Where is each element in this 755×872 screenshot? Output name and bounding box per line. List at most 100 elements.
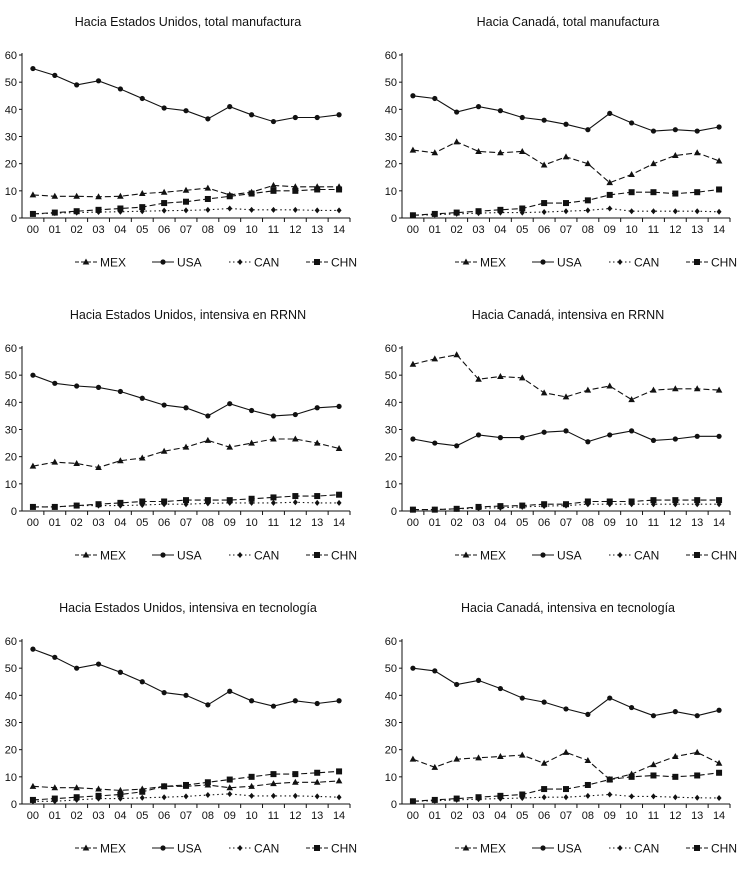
chart-panel-4: Hacia Canadá, intensiva en RRNN010203040… (385, 308, 737, 563)
data-point-chn (270, 494, 277, 501)
legend-item-chn: CHN (686, 549, 737, 563)
data-point-chn (248, 190, 255, 197)
x-tick-label: 12 (669, 224, 681, 236)
y-tick-label: 20 (385, 745, 397, 757)
data-point-usa (52, 72, 58, 78)
x-tick-label: 12 (289, 224, 301, 236)
y-tick-label: 10 (5, 479, 17, 491)
data-point-mex (672, 152, 679, 159)
data-point-usa (563, 706, 569, 712)
x-tick-label: 10 (625, 224, 637, 236)
legend-label: USA (557, 256, 582, 270)
data-point-chn (694, 497, 701, 504)
y-tick-label: 0 (391, 799, 397, 811)
data-point-usa (519, 435, 525, 441)
data-point-usa (519, 695, 525, 701)
data-point-chn (183, 198, 189, 205)
data-point-chn (563, 786, 569, 793)
data-point-chn (519, 502, 526, 509)
y-tick-label: 0 (391, 506, 397, 518)
data-point-mex (182, 186, 190, 193)
legend-label: USA (177, 256, 202, 270)
legend-marker (462, 551, 470, 558)
data-point-chn (475, 208, 482, 215)
legend-item-can: CAN (229, 549, 279, 563)
x-tick-label: 00 (407, 810, 419, 822)
series-line-mex (412, 354, 720, 401)
data-point-mex (672, 385, 679, 392)
data-point-usa (314, 114, 320, 121)
data-point-mex (138, 190, 146, 197)
data-point-can (183, 207, 189, 214)
legend: MEX USA CAN CHN (75, 549, 357, 563)
data-point-chn (694, 772, 701, 779)
chart-title: Hacia Estados Unidos, total manufactura (75, 15, 302, 29)
legend-label: CAN (254, 256, 279, 270)
data-point-chn (226, 193, 233, 200)
data-point-mex (73, 459, 80, 466)
data-point-chn (650, 189, 657, 196)
series-usa (410, 93, 722, 134)
chart-panel-6: Hacia Canadá, intensiva en tecnología010… (385, 601, 737, 856)
data-point-mex (562, 748, 570, 755)
x-tick-label: 14 (713, 517, 725, 529)
legend: MEX USA CAN CHN (455, 842, 737, 856)
data-point-usa (292, 698, 298, 704)
data-point-usa (716, 433, 722, 439)
x-tick-label: 06 (538, 810, 550, 822)
data-point-chn (51, 209, 58, 216)
series-chn (409, 497, 723, 513)
data-point-mex (431, 763, 439, 770)
x-tick-label: 10 (245, 517, 257, 529)
legend-marker (540, 552, 546, 558)
legend-item-can: CAN (609, 842, 659, 856)
legend-item-usa: USA (152, 842, 202, 856)
data-point-chn (431, 210, 438, 217)
legend-marker (314, 259, 320, 265)
chart-title: Hacia Estados Unidos, intensiva en RRNN (70, 308, 306, 322)
data-point-usa (161, 690, 167, 696)
data-point-mex (51, 192, 59, 199)
data-point-mex (650, 160, 657, 167)
x-tick-label: 02 (451, 517, 463, 529)
y-tick-label: 0 (391, 213, 397, 225)
data-point-can (314, 499, 320, 506)
data-point-can (650, 793, 656, 800)
x-tick-label: 10 (625, 517, 637, 529)
x-tick-label: 13 (311, 224, 323, 236)
data-point-usa (95, 384, 102, 390)
legend-label: MEX (480, 549, 506, 563)
legend-label: CHN (331, 549, 357, 563)
series-mex (29, 435, 343, 471)
data-point-chn (606, 191, 613, 198)
x-tick-label: 14 (333, 224, 345, 236)
x-tick-label: 13 (311, 810, 323, 822)
data-point-chn (139, 204, 146, 211)
data-point-mex (475, 147, 482, 154)
data-point-can (292, 206, 298, 213)
data-point-can (629, 793, 635, 800)
data-point-chn (161, 783, 168, 790)
data-point-usa (227, 688, 233, 694)
legend-item-usa: USA (532, 256, 582, 270)
legend-marker (160, 259, 166, 265)
data-point-chn (453, 209, 460, 216)
legend-label: CAN (634, 549, 659, 563)
legend-label: CHN (331, 842, 357, 856)
x-tick-label: 04 (494, 517, 506, 529)
data-point-chn (292, 493, 299, 500)
data-point-mex (204, 436, 212, 443)
series-line-mex (412, 751, 720, 781)
data-point-chn (453, 795, 460, 802)
x-tick-label: 01 (49, 517, 61, 529)
data-point-mex (628, 396, 635, 403)
data-point-usa (672, 127, 678, 133)
data-point-mex (270, 181, 277, 188)
x-tick-label: 04 (494, 810, 506, 822)
data-point-usa (629, 428, 635, 434)
x-tick-label: 11 (648, 517, 659, 529)
data-point-chn (716, 186, 723, 193)
data-point-usa (475, 432, 482, 438)
legend-label: USA (557, 549, 582, 563)
y-tick-label: 50 (385, 77, 397, 89)
